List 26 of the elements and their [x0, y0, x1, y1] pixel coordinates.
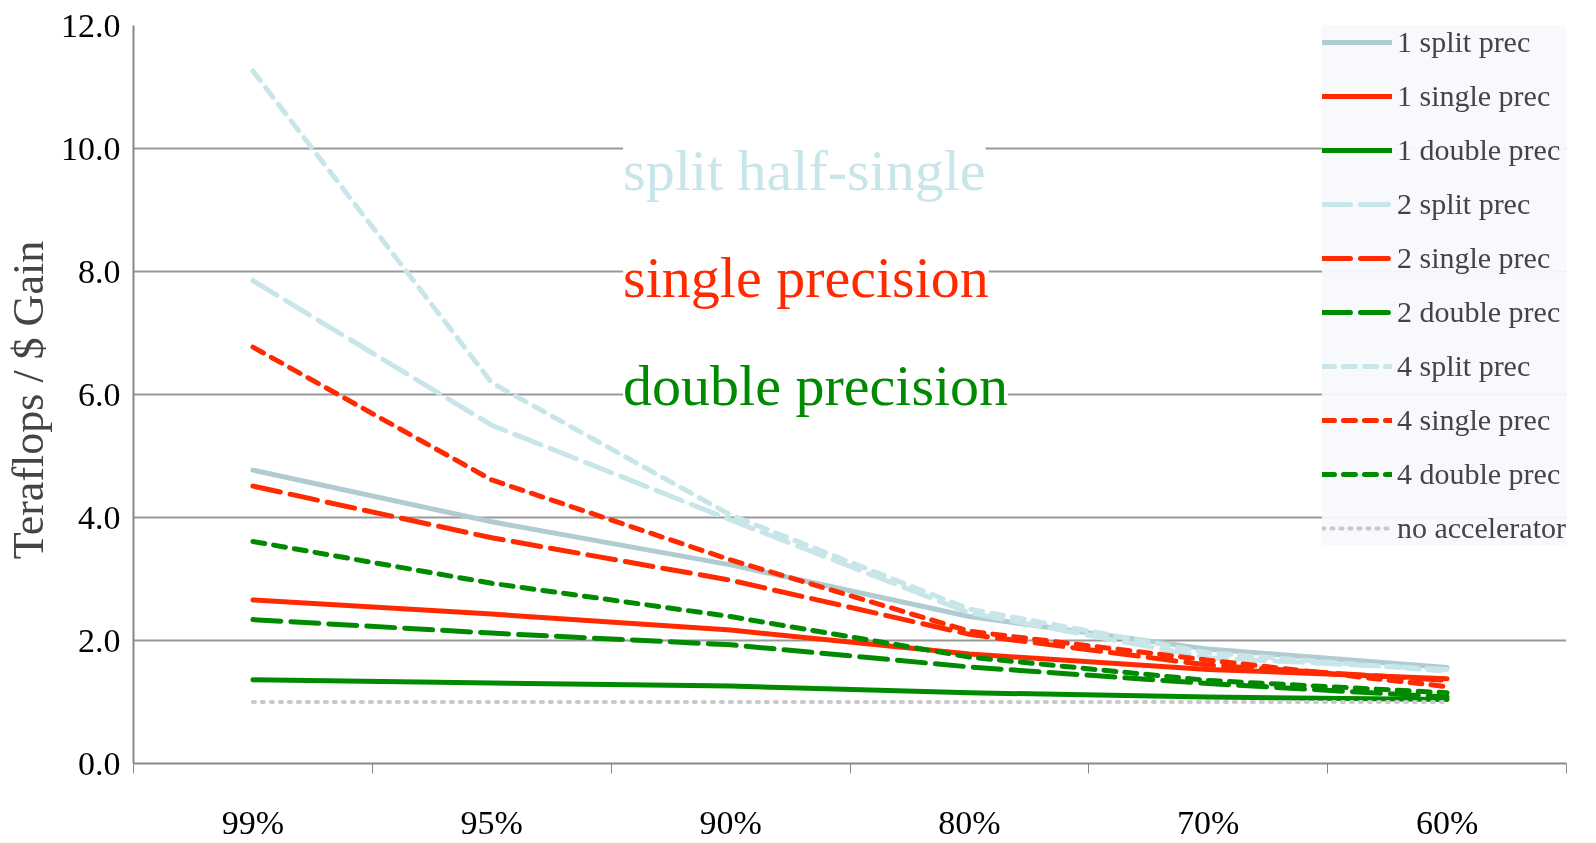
legend-label: 2 double prec — [1396, 295, 1561, 329]
legend-label: 2 split prec — [1396, 187, 1531, 221]
legend-label: 4 split prec — [1396, 349, 1531, 383]
y-tick-label: 12.0 — [61, 6, 121, 44]
y-tick-label: 8.0 — [78, 252, 121, 290]
legend-label: 1 single prec — [1396, 79, 1551, 113]
x-tick-label: 80% — [938, 803, 1001, 841]
annotation: double precision — [623, 352, 1009, 418]
x-tick-label: 99% — [221, 803, 285, 841]
y-tick-label: 2.0 — [78, 621, 121, 659]
legend-label: 4 single prec — [1396, 403, 1551, 437]
y-tick-label: 6.0 — [78, 375, 121, 413]
x-tick-label: 95% — [460, 803, 523, 841]
y-tick-label: 10.0 — [61, 129, 121, 167]
annotation: single precision — [623, 245, 989, 311]
legend-label: 1 split prec — [1396, 25, 1531, 59]
x-tick-label: 60% — [1415, 803, 1479, 841]
legend-label: 4 double prec — [1396, 457, 1561, 491]
y-tick-label: 0.0 — [78, 744, 121, 782]
legend-label: 2 single prec — [1396, 241, 1551, 275]
x-tick-label: 70% — [1177, 803, 1240, 841]
legend-label: 1 double prec — [1396, 133, 1561, 167]
x-tick-label: 90% — [699, 803, 762, 841]
y-axis-title: Teraflops / $ Gain — [4, 240, 53, 560]
legend-label: no accelerator — [1396, 511, 1566, 545]
y-tick-label: 4.0 — [78, 498, 121, 536]
